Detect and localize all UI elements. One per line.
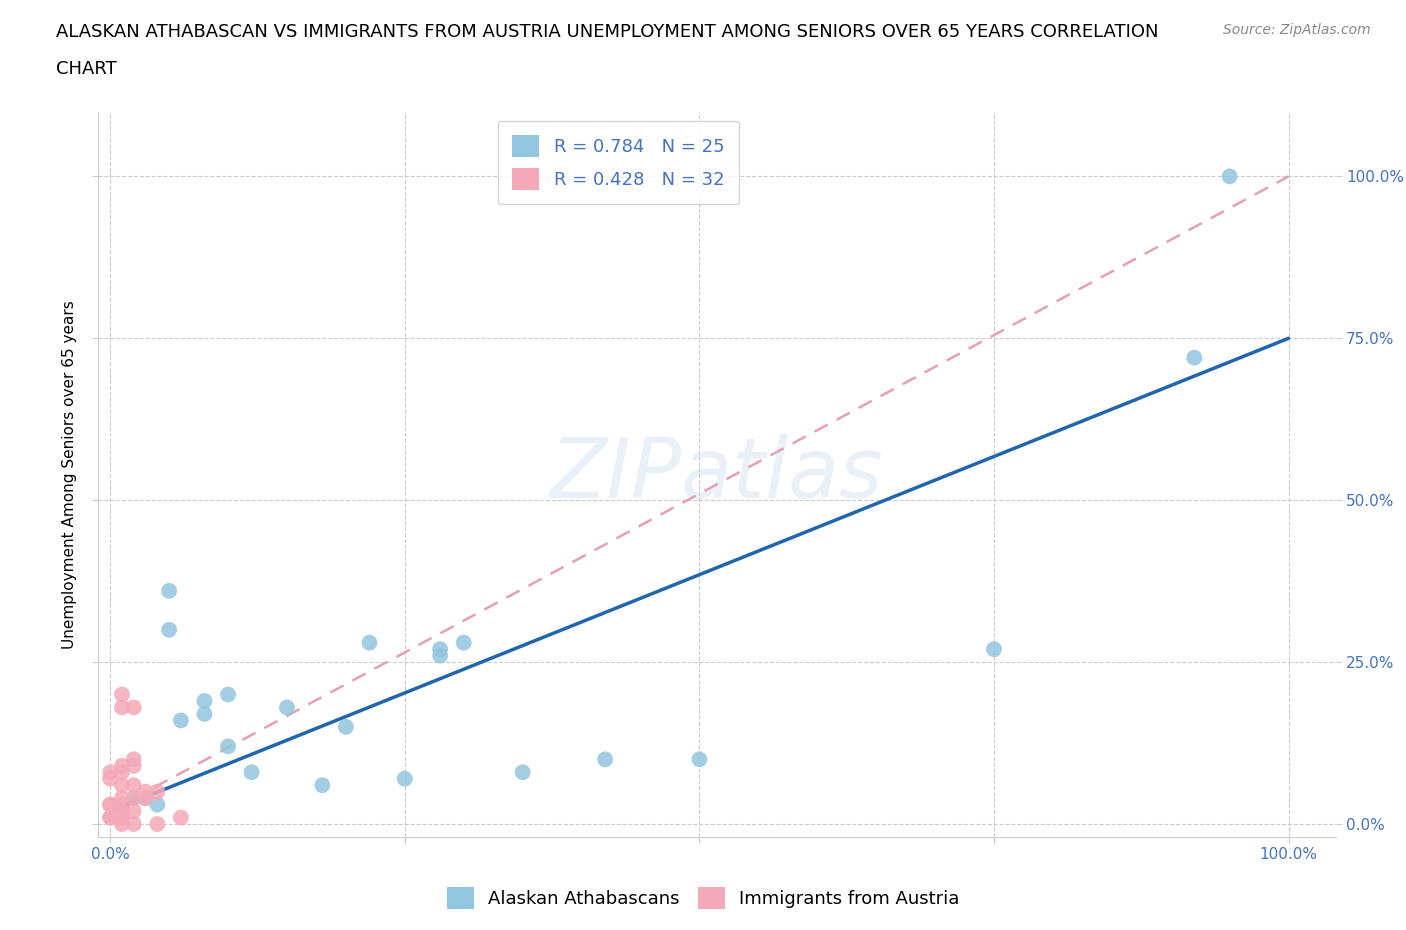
Point	[1219, 169, 1241, 184]
Point	[111, 764, 134, 779]
Text: ALASKAN ATHABASCAN VS IMMIGRANTS FROM AUSTRIA UNEMPLOYMENT AMONG SENIORS OVER 65: ALASKAN ATHABASCAN VS IMMIGRANTS FROM AU…	[56, 23, 1159, 41]
Point	[453, 635, 475, 650]
Legend: R = 0.784   N = 25, R = 0.428   N = 32: R = 0.784 N = 25, R = 0.428 N = 32	[498, 121, 738, 205]
Point	[122, 751, 145, 766]
Point	[429, 648, 451, 663]
Point	[98, 797, 121, 812]
Point	[135, 784, 157, 799]
Point	[111, 810, 134, 825]
Point	[240, 764, 263, 779]
Point	[429, 642, 451, 657]
Point	[135, 790, 157, 805]
Point	[111, 777, 134, 792]
Point	[122, 804, 145, 818]
Point	[98, 797, 121, 812]
Point	[512, 764, 534, 779]
Point	[111, 797, 134, 812]
Point	[98, 810, 121, 825]
Point	[122, 758, 145, 773]
Point	[122, 817, 145, 831]
Point	[111, 758, 134, 773]
Point	[135, 790, 157, 805]
Point	[111, 810, 134, 825]
Point	[593, 751, 616, 766]
Point	[111, 817, 134, 831]
Point	[157, 583, 180, 598]
Point	[122, 790, 145, 805]
Point	[98, 810, 121, 825]
Point	[276, 700, 298, 715]
Point	[170, 810, 193, 825]
Point	[111, 804, 134, 818]
Point	[111, 687, 134, 702]
Point	[311, 777, 333, 792]
Point	[146, 784, 169, 799]
Point	[157, 622, 180, 637]
Point	[111, 700, 134, 715]
Point	[217, 738, 239, 753]
Point	[111, 804, 134, 818]
Point	[111, 804, 134, 818]
Point	[170, 713, 193, 728]
Y-axis label: Unemployment Among Seniors over 65 years: Unemployment Among Seniors over 65 years	[62, 300, 77, 649]
Text: CHART: CHART	[56, 60, 117, 78]
Point	[122, 790, 145, 805]
Point	[983, 642, 1005, 657]
Point	[146, 797, 169, 812]
Point	[122, 777, 145, 792]
Point	[193, 707, 215, 722]
Point	[122, 700, 145, 715]
Point	[98, 764, 121, 779]
Point	[193, 694, 215, 709]
Legend: Alaskan Athabascans, Immigrants from Austria: Alaskan Athabascans, Immigrants from Aus…	[439, 880, 967, 916]
Point	[217, 687, 239, 702]
Point	[1182, 351, 1205, 365]
Point	[688, 751, 710, 766]
Point	[111, 810, 134, 825]
Point	[394, 771, 416, 786]
Point	[359, 635, 381, 650]
Point	[98, 771, 121, 786]
Point	[146, 817, 169, 831]
Text: Source: ZipAtlas.com: Source: ZipAtlas.com	[1223, 23, 1371, 37]
Point	[335, 720, 357, 735]
Text: ZIPatlas: ZIPatlas	[550, 433, 884, 515]
Point	[111, 790, 134, 805]
